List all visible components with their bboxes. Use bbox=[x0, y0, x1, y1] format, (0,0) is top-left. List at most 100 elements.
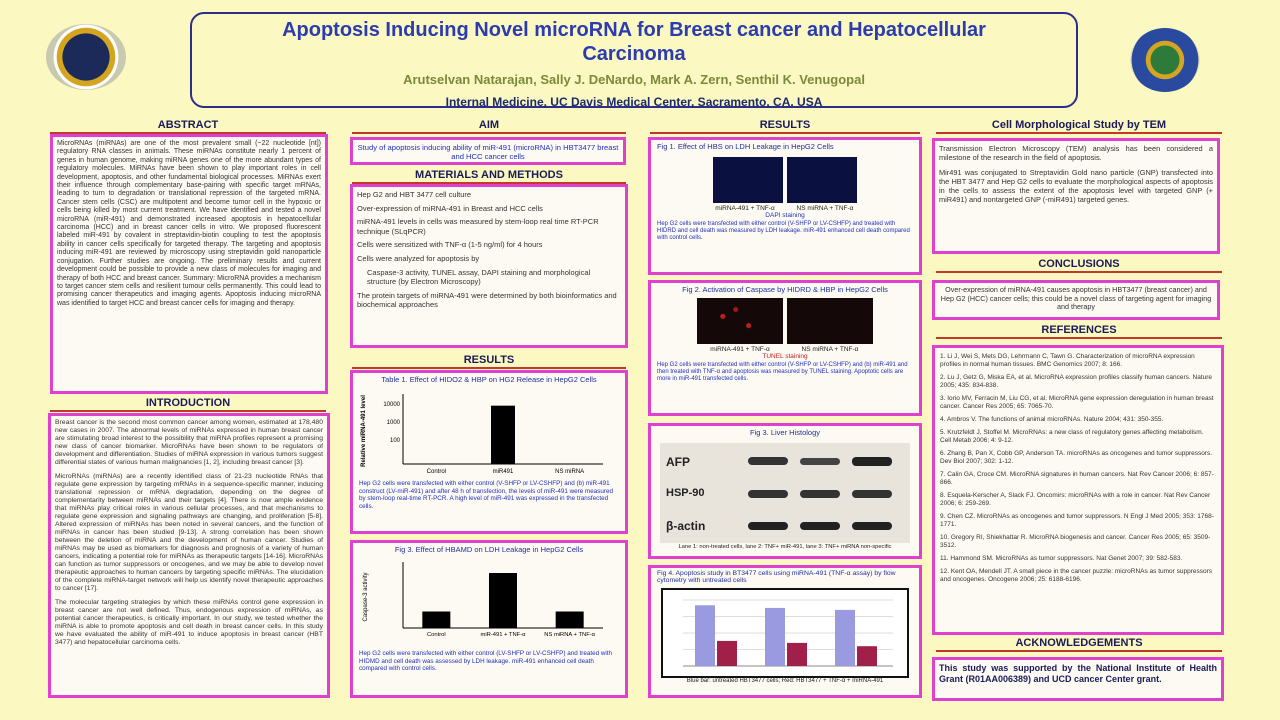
blot-band bbox=[800, 458, 840, 465]
acknowledgements-text: This study was supported by the National… bbox=[939, 663, 1217, 684]
tunel-label-1: miRNA-491 + TNF-α bbox=[710, 346, 770, 353]
figure-caspase-caption: Fig 3. Effect of HBAMD on LDH Leakage in… bbox=[394, 545, 584, 554]
bar bbox=[717, 640, 737, 666]
tem-box: Transmission Electron Microscopy (TEM) a… bbox=[932, 138, 1220, 254]
dapi-label-3: DAPI staining bbox=[765, 212, 805, 219]
caspase-chart: Caspase-3 activity Control miR-491 + TNF-α… bbox=[363, 562, 603, 638]
reference-item: 6. Zhang B, Pan X, Cobb GP, Anderson TA.… bbox=[940, 450, 1213, 465]
figure-caspase-box: Fig 3. Effect of HBAMD on LDH Leakage in… bbox=[350, 540, 628, 698]
method-item: miRNA-491 levels in cells was measured b… bbox=[357, 217, 599, 236]
dapi-label-1: miRNA-491 + TNF-α bbox=[715, 205, 775, 212]
reference-item: 11. Hammond SM. MicroRNAs as tumor suppr… bbox=[940, 555, 1183, 562]
figure-caspase-note: Hep G2 cells were transfected with eithe… bbox=[359, 650, 613, 672]
blot-band bbox=[852, 522, 892, 530]
western-caption: Fig 3. Liver Histology bbox=[749, 428, 821, 437]
y-tick-label: 100 bbox=[390, 438, 401, 444]
y-axis-label: Caspase-3 activity bbox=[363, 572, 369, 621]
figure-flow-box: Fig 4. Apoptosis study in BT3477 cells u… bbox=[648, 565, 922, 698]
figure-mirna-levels-caption: Table 1. Effect of HIDO2 & HBP on HG2 Re… bbox=[381, 375, 597, 384]
conclusions-box: Over-expression of miRNA-491 causes apop… bbox=[932, 280, 1220, 320]
band-label-beta-actin: β-actin bbox=[666, 519, 706, 533]
poster-affiliation: Internal Medicine, UC Davis Medical Cent… bbox=[445, 95, 823, 109]
poster-title: Apoptosis Inducing Novel microRNA for Br… bbox=[282, 19, 986, 65]
dapi-image-mirna491 bbox=[713, 157, 783, 203]
tem-paragraph-1: Transmission Electron Microscopy (TEM) a… bbox=[939, 144, 1213, 162]
x-tick-label: NS miRNA bbox=[555, 469, 584, 475]
blot-band bbox=[852, 490, 892, 498]
figure-dapi-box: Fig 1. Effect of HBS on LDH Leakage in H… bbox=[648, 137, 922, 275]
blot-band bbox=[852, 457, 892, 466]
method-item: Hep G2 and HBT 3477 cell culture bbox=[357, 190, 472, 199]
x-tick-label: miR-491 + TNF-α bbox=[481, 632, 527, 638]
aim-heading: AIM bbox=[352, 119, 626, 134]
references-heading: REFERENCES bbox=[936, 324, 1222, 339]
materials-box: Hep G2 and HBT 3477 cell culture Over-ex… bbox=[350, 184, 628, 348]
y-tick-label: 10000 bbox=[383, 402, 400, 408]
reference-item: 7. Calin GA, Croce CM. MicroRNA signatur… bbox=[940, 471, 1214, 486]
results-heading: RESULTS bbox=[650, 119, 920, 134]
abstract-box: MicroRNAs (miRNAs) are one of the most p… bbox=[50, 134, 328, 394]
title-box: Apoptosis Inducing Novel microRNA for Br… bbox=[190, 12, 1078, 109]
reference-item: 2. Lu J, Getz G, Miska EA, et al. MicroR… bbox=[940, 374, 1213, 389]
bar bbox=[489, 573, 517, 628]
bar bbox=[491, 405, 515, 464]
aim-box: Study of apoptosis inducing ability of m… bbox=[350, 137, 626, 165]
western-blot-image: AFP HSP-90 β-actin bbox=[660, 443, 910, 543]
reference-item: 4. Ambros V. The functions of animal mic… bbox=[940, 416, 1164, 423]
figure-western-box: Fig 3. Liver Histology AFP HSP-90 β-acti… bbox=[648, 423, 922, 559]
method-item: Cells were sensitized with TNF-α (1-5 ng… bbox=[357, 240, 543, 250]
y-axis-label: Relative miRNA-491 level bbox=[361, 395, 367, 467]
blot-band bbox=[748, 490, 788, 498]
x-tick-label: Control bbox=[427, 469, 446, 475]
x-tick-label: Control bbox=[427, 632, 446, 638]
blot-band bbox=[748, 457, 788, 465]
dapi-label-2: NS miRNA + TNF-α bbox=[796, 205, 854, 212]
method-item: Over-expression of miRNA-491 in Breast a… bbox=[357, 203, 543, 213]
bar bbox=[765, 607, 785, 666]
blot-band bbox=[748, 522, 788, 530]
method-item: Caspase-3 activity, TUNEL assay, DAPI st… bbox=[367, 267, 591, 287]
figure-tunel-caption: Fig 2. Activation of Caspase by HIDRD & … bbox=[682, 285, 888, 294]
introduction-heading: INTRODUCTION bbox=[50, 397, 326, 412]
materials-heading: MATERIALS AND METHODS bbox=[352, 169, 626, 184]
reference-item: 10. Gregory RI, Shiekhattar R. MicroRNA … bbox=[940, 534, 1211, 549]
blot-band bbox=[800, 490, 840, 498]
mirna-levels-chart: Relative miRNA-491 level 10000 1000 100 Cont… bbox=[361, 394, 603, 475]
intro-paragraph-2: MicroRNAs (miRNAs) are a recently identi… bbox=[55, 473, 323, 592]
reference-item: 3. Iorio MV, Ferracin M, Liu CG, et al. … bbox=[940, 395, 1214, 410]
conclusions-heading: CONCLUSIONS bbox=[936, 258, 1222, 273]
figure-mirna-levels-box: Table 1. Effect of HIDO2 & HBP on HG2 Re… bbox=[350, 370, 628, 534]
method-item: The protein targets of miRNA-491 were de… bbox=[357, 290, 617, 310]
introduction-box: Breast cancer is the second most common … bbox=[48, 413, 330, 698]
tunel-label-3: TUNEL staining bbox=[762, 353, 808, 360]
bar bbox=[857, 646, 877, 666]
y-tick-label: 1000 bbox=[387, 420, 401, 426]
x-tick-label: miR491 bbox=[493, 469, 514, 475]
bar bbox=[835, 609, 855, 666]
bar bbox=[422, 611, 451, 628]
results-mid-heading: RESULTS bbox=[352, 354, 626, 369]
conclusions-text: Over-expression of miRNA-491 causes apop… bbox=[940, 285, 1212, 312]
dapi-image-ns-mirna bbox=[787, 157, 857, 203]
band-label-afp: AFP bbox=[666, 455, 690, 469]
figure-tunel-box: Fig 2. Activation of Caspase by HIDRD & … bbox=[648, 280, 922, 416]
figure-dapi-note: Hep G2 cells were transfected with eithe… bbox=[657, 221, 910, 241]
western-legend: Lane 1: non-treated cells, lane 2: TNF+ … bbox=[678, 544, 892, 550]
reference-item: 8. Esquela-Kerscher A, Slack FJ. Oncomir… bbox=[940, 492, 1211, 507]
figure-flow-caption: Fig 4. Apoptosis study in BT3477 cells u… bbox=[657, 570, 896, 584]
poster-authors: Arutselvan Natarajan, Sally J. DeNardo, … bbox=[403, 72, 865, 87]
reference-item: 5. Krutzfeldt J, Stoffel M. MicroRNAs: a… bbox=[940, 429, 1204, 444]
abstract-heading: ABSTRACT bbox=[50, 119, 326, 134]
intro-paragraph-3: The molecular targeting strategies by wh… bbox=[55, 599, 323, 646]
abstract-text: MicroRNAs (miRNAs) are one of the most p… bbox=[57, 140, 321, 307]
uc-davis-seal-logo bbox=[46, 24, 126, 90]
band-label-hsp90: HSP-90 bbox=[666, 487, 705, 499]
tem-heading: Cell Morphological Study by TEM bbox=[936, 119, 1222, 134]
x-tick-label: NS miRNA + TNF-α bbox=[544, 632, 595, 638]
reference-item: 9. Chen CZ. MicroRNAs as oncogenes and t… bbox=[940, 513, 1214, 528]
tunel-image-mirna491 bbox=[697, 298, 783, 344]
references-list: 1. Li J, Wei S, Mets DG, Lehrmann C, Taw… bbox=[935, 348, 1221, 585]
tunel-image-ns-mirna bbox=[787, 298, 873, 344]
figure-flow-note: Blue bar: untreated HBT3477 cells; Red: … bbox=[686, 678, 884, 684]
intro-paragraph-1: Breast cancer is the second most common … bbox=[55, 419, 323, 466]
